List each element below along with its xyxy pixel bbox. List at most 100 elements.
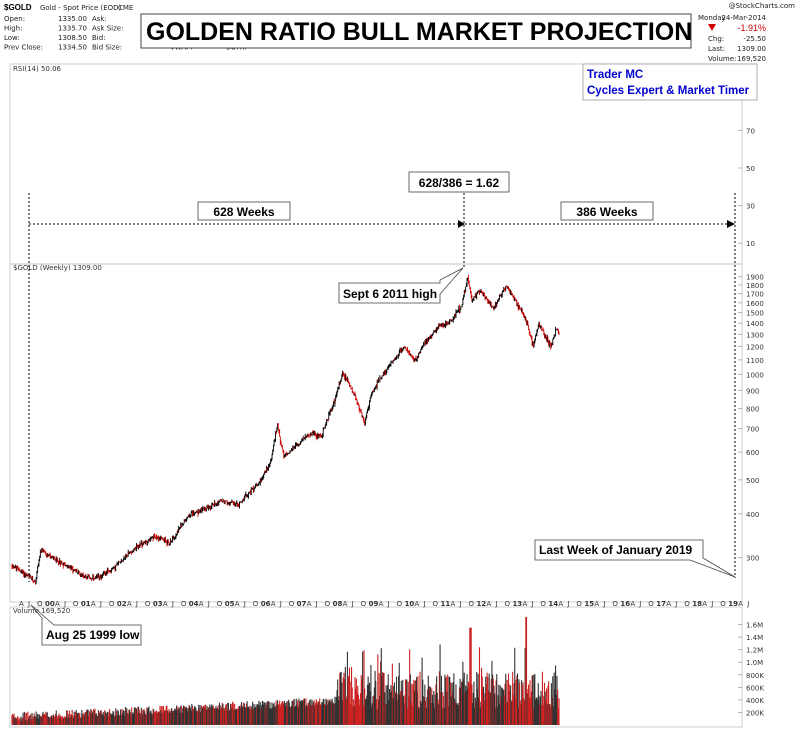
exchange-label: CME: [118, 4, 133, 12]
x-year-label: 01: [81, 600, 91, 608]
x-month-label: A: [379, 600, 384, 608]
x-month-label: O: [325, 600, 331, 608]
price-panel: [9, 263, 743, 603]
price-tick-label: 1100: [746, 357, 764, 365]
x-month-label: A: [307, 600, 312, 608]
x-month-label: J: [171, 600, 174, 608]
x-year-label: 05: [225, 600, 235, 608]
price-tick-label: 500: [746, 477, 759, 485]
quote-field: Ask:: [92, 15, 107, 23]
x-year-label: 13: [512, 600, 522, 608]
x-year-label: 03: [153, 600, 163, 608]
x-month-label: J: [494, 600, 497, 608]
author-name: Trader MC: [587, 69, 643, 81]
x-month-label: A: [343, 600, 348, 608]
x-month-label: J: [243, 600, 246, 608]
x-year-label: 08: [333, 600, 343, 608]
x-month-label: J: [27, 600, 30, 608]
x-month-label: O: [504, 600, 510, 608]
arrow-left-icon: [458, 220, 465, 228]
x-year-label: 16: [620, 600, 630, 608]
quote-summary: Monday 24-Mar-2014 -1.91% Chg: -25.50 La…: [698, 14, 767, 63]
x-month-label: J: [135, 600, 138, 608]
volume-tick-label: 1.6M: [746, 622, 763, 630]
weeks-left-box: [197, 201, 291, 221]
volume-axis: 200K 400K 600K 800K 1.0M 1.2M 1.4M 1.6M: [738, 622, 764, 717]
projection-callout: [534, 539, 736, 578]
x-month-label: A: [558, 600, 563, 608]
price-tick-label: 1600: [746, 300, 764, 308]
x-month-label: O: [145, 600, 151, 608]
quote-value: 1308.50: [58, 34, 87, 42]
x-year-label: 12: [476, 600, 486, 608]
x-month-label: A: [666, 600, 671, 608]
x-year-label: 02: [117, 600, 127, 608]
x-year-label: 00: [45, 600, 55, 608]
price-tick-label: 400: [746, 511, 759, 519]
x-month-label: O: [397, 600, 403, 608]
x-month-label: J: [423, 600, 426, 608]
x-year-label: 09: [369, 600, 379, 608]
rsi-tick-label: 30: [746, 203, 755, 211]
x-month-label: A: [127, 600, 132, 608]
x-month-label: J: [602, 600, 605, 608]
x-month-label: A: [702, 600, 707, 608]
volume-tick-label: 200K: [746, 709, 764, 717]
chart-title: GOLDEN RATIO BULL MARKET PROJECTION: [146, 18, 692, 46]
high-callout: [338, 267, 464, 304]
x-year-label: 19: [728, 600, 738, 608]
x-month-label: J: [63, 600, 66, 608]
price-tick-label: 1800: [746, 282, 764, 290]
price-tick-label: 600: [746, 449, 759, 457]
rsi-label: RSI(14) 50.06: [13, 65, 62, 73]
x-month-label: J: [530, 600, 533, 608]
x-month-label: O: [217, 600, 223, 608]
quote-label: High:: [4, 25, 22, 33]
projection-label: Last Week of January 2019: [539, 543, 693, 557]
volume-tick-label: 1.2M: [746, 647, 763, 655]
price-tick-label: 700: [746, 426, 759, 434]
x-month-label: J: [674, 600, 677, 608]
price-tick-label: 1300: [746, 331, 764, 339]
weeks-right-box: [560, 201, 654, 221]
x-month-label: O: [576, 600, 582, 608]
volume-tick-label: 400K: [746, 697, 764, 705]
x-month-label: O: [181, 600, 187, 608]
arrow-right-icon: [727, 220, 735, 228]
x-year-label: 17: [656, 600, 666, 608]
price-tick-label: 800: [746, 405, 759, 413]
price-tick-label: 1400: [746, 320, 764, 328]
summary-last: 1309.00: [737, 45, 766, 53]
weeks-right-label: 386 Weeks: [576, 205, 637, 219]
price-tick-label: 300: [746, 555, 759, 563]
x-month-label: A: [235, 600, 240, 608]
x-month-label: J: [566, 600, 569, 608]
price-tick-label: 1000: [746, 371, 764, 379]
volume-tick-label: 600K: [746, 684, 764, 692]
x-year-label: 06: [261, 600, 271, 608]
x-year-label: 11: [441, 600, 451, 608]
x-month-label: O: [361, 600, 367, 608]
x-month-label: A: [594, 600, 599, 608]
title-box: [140, 13, 692, 49]
weeks-left-label: 628 Weeks: [213, 205, 274, 219]
rsi-tick-label: 70: [746, 127, 755, 135]
x-month-label: J: [351, 600, 354, 608]
quote-value: 1335.00: [58, 15, 87, 23]
x-month-label: J: [99, 600, 102, 608]
price-tick-label: 1200: [746, 344, 764, 352]
rsi-tick-label: 50: [746, 165, 755, 173]
x-month-label: O: [253, 600, 259, 608]
x-month-label: O: [684, 600, 690, 608]
x-month-label: J: [710, 600, 713, 608]
rsi-axis: 1030507090: [738, 90, 755, 248]
summary-date: 24-Mar-2014: [721, 14, 766, 22]
price-bars: [11, 274, 560, 585]
x-year-label: 18: [692, 600, 702, 608]
ratio-box: [408, 171, 510, 193]
x-month-label: O: [540, 600, 546, 608]
quote-left: Open: 1335.00 High: 1335.70 Low: 1308.50 Prev …: [4, 15, 87, 52]
quote-field: Ask Size:: [92, 25, 123, 33]
x-month-label: O: [289, 600, 295, 608]
